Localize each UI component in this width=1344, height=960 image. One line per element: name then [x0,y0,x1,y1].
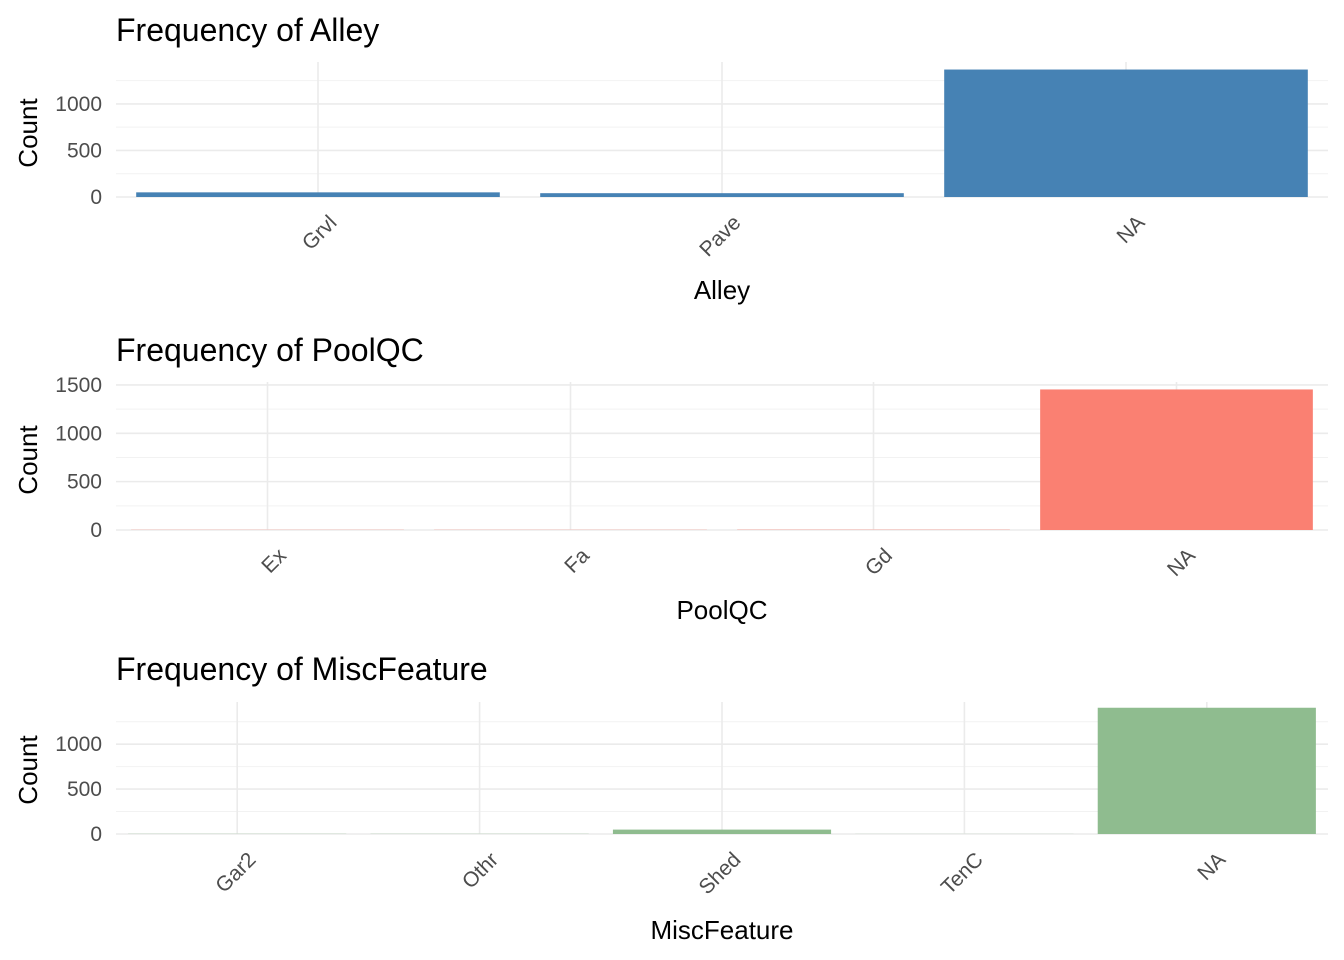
y-ticks-alley: 0 500 1000 [55,93,102,209]
y-tick-label-miscfeature: 500 [67,778,102,801]
x-tick-label-poolqc-ex: Ex [257,544,291,578]
x-tick-label-poolqc-gd: Gd [861,544,897,580]
x-tick-label-alley-grvl: Grvl [298,211,341,254]
x-axis-title-miscfeature: MiscFeature [650,915,793,945]
y-axis-title-miscfeature: Count [13,735,43,805]
x-axis-title-alley: Alley [694,275,750,305]
bar-alley-grvl [136,192,500,197]
x-tick-label-miscfeature-othr: Othr [458,848,503,893]
y-ticks-miscfeature: 0 500 1000 [55,733,102,846]
y-tick-label-poolqc: 0 [90,519,102,542]
x-ticks-poolqc: Ex Fa Gd NA [257,544,1200,581]
bars-miscfeature [128,707,1316,834]
x-ticks-miscfeature: Gar2 Othr Shed TenC NA [211,848,1230,899]
x-tick-label-miscfeature-gar2: Gar2 [211,848,260,897]
y-axis-title-alley: Count [13,98,43,168]
x-axis-title-poolqc: PoolQC [676,595,767,625]
y-tick-label-alley: 0 [90,186,102,209]
x-tick-label-miscfeature-tenc: TenC [937,848,988,899]
bar-miscfeature-shed [612,829,832,834]
x-tick-label-poolqc-fa: Fa [560,544,594,578]
bar-poolqc-na [1040,389,1313,530]
x-tick-label-poolqc-na: NA [1163,544,1200,581]
panel-alley: Frequency of Alley 0 500 1000 Grvl Pave NA C… [13,12,1328,305]
y-tick-label-miscfeature: 0 [90,823,102,846]
y-axis-title-poolqc: Count [13,425,43,495]
chart-title-alley: Frequency of Alley [116,12,379,48]
x-tick-label-alley-pave: Pave [695,211,745,261]
bars-poolqc [131,389,1313,530]
panel-poolqc: Frequency of PoolQC 0 500 1000 1500 Ex Fa Gd N… [13,332,1328,625]
y-tick-label-miscfeature: 1000 [55,733,102,756]
bar-alley-pave [540,193,904,197]
x-tick-label-miscfeature-shed: Shed [694,848,745,899]
y-tick-label-poolqc: 500 [67,471,102,494]
x-tick-label-alley-na: NA [1113,211,1150,248]
chart-title-miscfeature: Frequency of MiscFeature [116,651,488,687]
y-tick-label-poolqc: 1000 [55,422,102,445]
chart-title-poolqc: Frequency of PoolQC [116,332,424,368]
y-tick-label-poolqc: 1500 [55,374,102,397]
x-tick-label-miscfeature-na: NA [1193,848,1230,885]
y-tick-label-alley: 500 [67,139,102,162]
x-ticks-alley: Grvl Pave NA [298,211,1149,261]
bar-miscfeature-na [1097,707,1316,834]
bars-alley [136,69,1308,197]
y-ticks-poolqc: 0 500 1000 1500 [55,374,102,542]
panel-miscfeature: Frequency of MiscFeature 0 500 1000 Gar2 Ot… [13,651,1328,945]
bar-alley-na [944,69,1308,197]
y-tick-label-alley: 1000 [55,93,102,116]
